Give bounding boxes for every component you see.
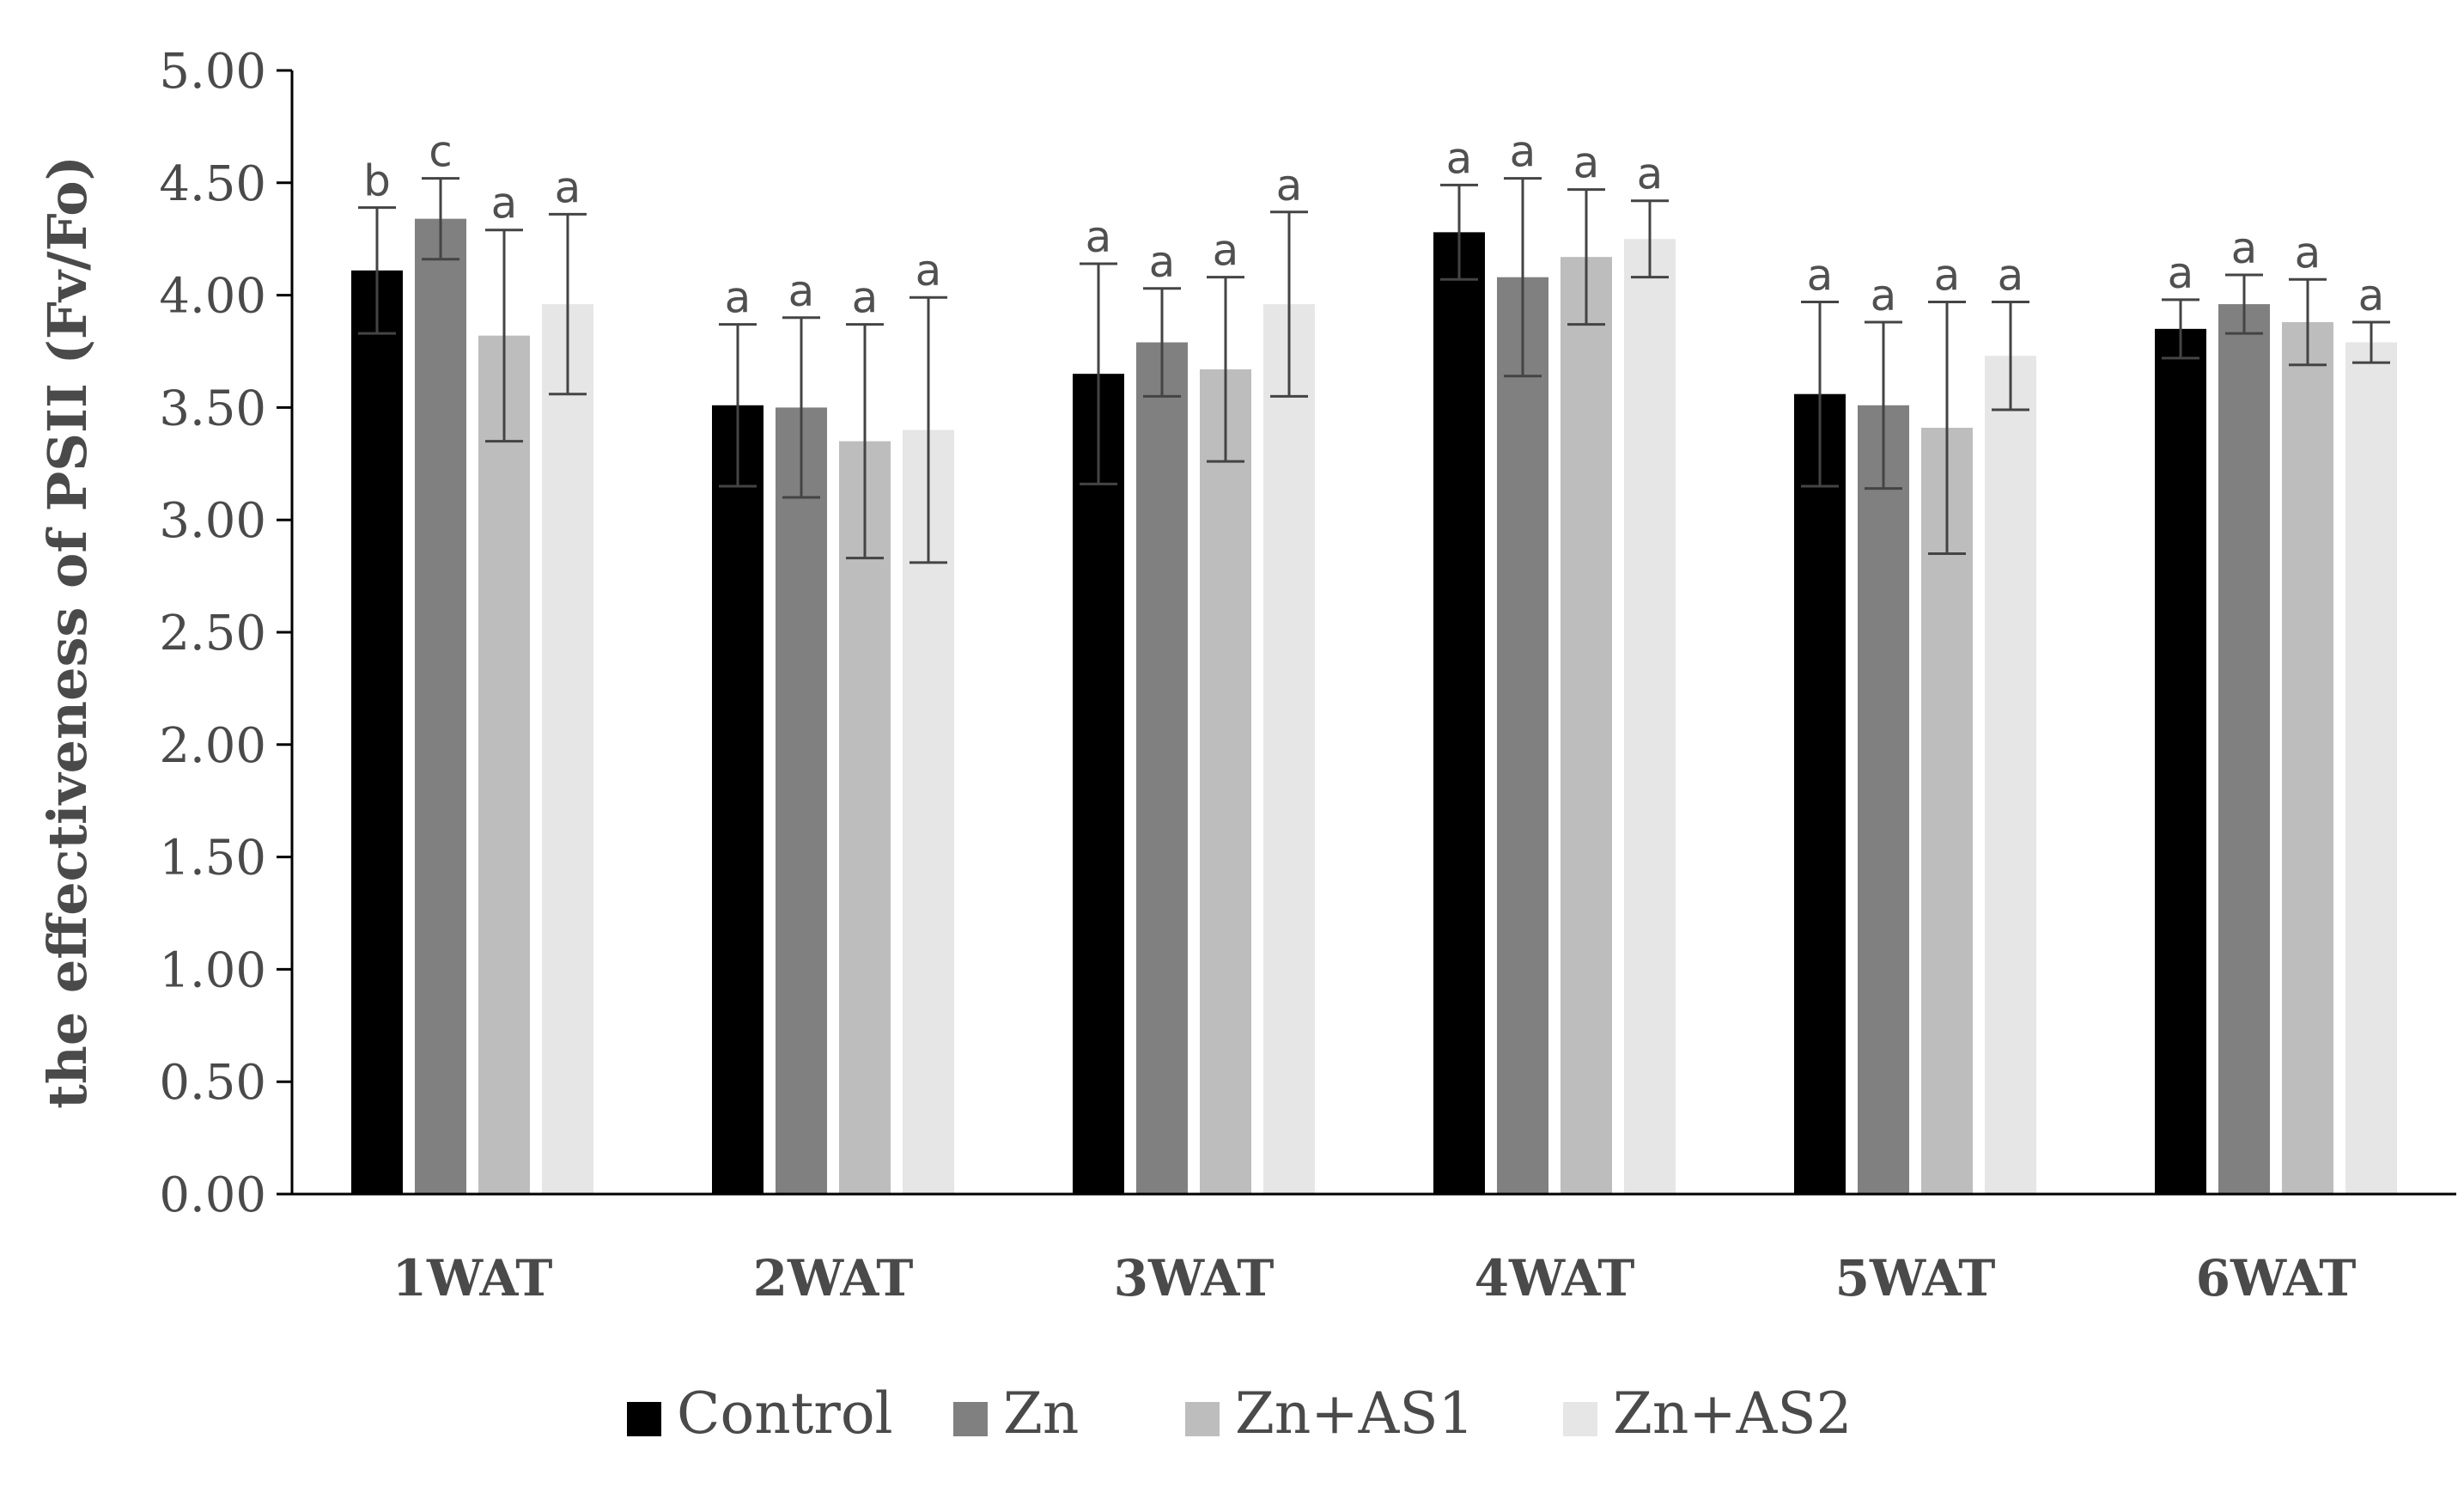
legend-label: Zn+AS2 [1613,1380,1853,1447]
legend: Control Zn Zn+AS1 Zn+AS2 [627,1380,1853,1447]
y-tick-label: 3.00 [159,493,266,549]
significance-letter: a [1807,250,1834,300]
significance-letter: a [1446,133,1473,183]
legend-swatch-zn [953,1402,988,1436]
bar-zn-6wat [2218,304,2270,1195]
x-category-label: 1WAT [392,1249,553,1307]
significance-letter: a [788,266,815,316]
y-tick-label: 4.00 [159,269,266,325]
bar-zn-as1-2wat [839,441,891,1194]
significance-letter: a [2231,223,2258,273]
y-tick-label: 2.00 [159,718,266,774]
significance-letter: a [2358,271,2385,320]
bar-zn-3wat [1136,342,1188,1194]
legend-swatch-zn-as2 [1563,1402,1597,1436]
y-tick-label: 3.50 [159,381,266,436]
bar-control-2wat [712,405,764,1194]
y-axis-ticks: 0.00 0.50 1.00 1.50 2.00 2.50 3.00 3.50 4.00 4.50… [159,44,292,1223]
significance-letter: c [429,127,453,177]
error-bars [358,177,2390,564]
y-tick-label: 0.50 [159,1055,266,1111]
y-tick-label: 5.00 [159,44,266,100]
bar-zn-as2-5wat [1985,356,2036,1194]
legend-swatch-control [627,1402,661,1436]
x-category-label: 3WAT [1114,1249,1275,1307]
bar-zn-as1-6wat [2282,321,2333,1194]
bar-zn-as2-6wat [2345,342,2397,1194]
y-tick-label: 4.50 [159,156,266,212]
significance-letter: a [1998,250,2024,300]
bar-zn-as1-4wat [1561,257,1612,1195]
significance-letter: b [363,156,391,206]
bar-zn-as2-1wat [542,304,593,1195]
x-category-label: 5WAT [1835,1249,1996,1307]
significance-letter: a [852,273,879,323]
significance-letter: a [491,179,518,229]
significance-letter: a [1637,149,1664,199]
significance-letter: a [2168,248,2194,298]
bar-control-5wat [1794,393,1846,1195]
significance-letter: a [1934,250,1961,300]
significance-letter: a [725,273,751,323]
y-axis-title: the effectiveness of PSII (Fv/Fo) [36,155,99,1109]
bar-zn-5wat [1858,405,1909,1194]
significance-letter: a [1213,226,1239,276]
bar-control-3wat [1073,374,1124,1194]
x-category-label: 6WAT [2196,1249,2357,1307]
bar-control-1wat [351,270,403,1195]
significance-letter: a [1086,212,1112,262]
legend-swatch-zn-as1 [1185,1402,1220,1436]
bar-zn-1wat [415,218,466,1194]
bar-zn-as2-4wat [1624,239,1676,1195]
bar-control-4wat [1433,232,1485,1194]
bar-control-6wat [2155,328,2206,1195]
y-tick-label: 1.50 [159,831,266,887]
significance-letter: a [1573,138,1600,188]
significance-letter: a [2295,228,2321,277]
bar-zn-2wat [776,407,827,1194]
x-axis-labels: 1WAT 2WAT 3WAT 4WAT 5WAT 6WAT [392,1249,2357,1307]
y-tick-label: 0.00 [159,1167,266,1223]
x-category-label: 2WAT [753,1249,914,1307]
y-tick-label: 1.00 [159,942,266,998]
legend-label: Zn+AS1 [1235,1380,1475,1447]
significance-letter: a [1871,271,1897,320]
bar-zn-as1-1wat [478,335,530,1194]
x-category-label: 4WAT [1475,1249,1635,1307]
significance-letter: a [1276,161,1303,210]
legend-label: Zn [1003,1380,1079,1447]
significance-letter: a [1149,237,1176,287]
bar-zn-as2-3wat [1263,304,1315,1195]
legend-label: Control [677,1380,893,1447]
y-tick-label: 2.50 [159,606,266,661]
bar-zn-4wat [1497,277,1548,1194]
significance-letter: a [1510,127,1536,177]
significance-letter: a [916,246,942,296]
y-axis-title-group: the effectiveness of PSII (Fv/Fo) [36,155,99,1109]
significance-labels: bca aa a aaa a aaa a a aa a a a a a aa [363,127,2384,323]
significance-letter: a [555,162,581,212]
bar-groups [351,218,2397,1195]
bar-zn-as1-5wat [1921,427,1973,1195]
bar-zn-as1-3wat [1200,369,1251,1195]
